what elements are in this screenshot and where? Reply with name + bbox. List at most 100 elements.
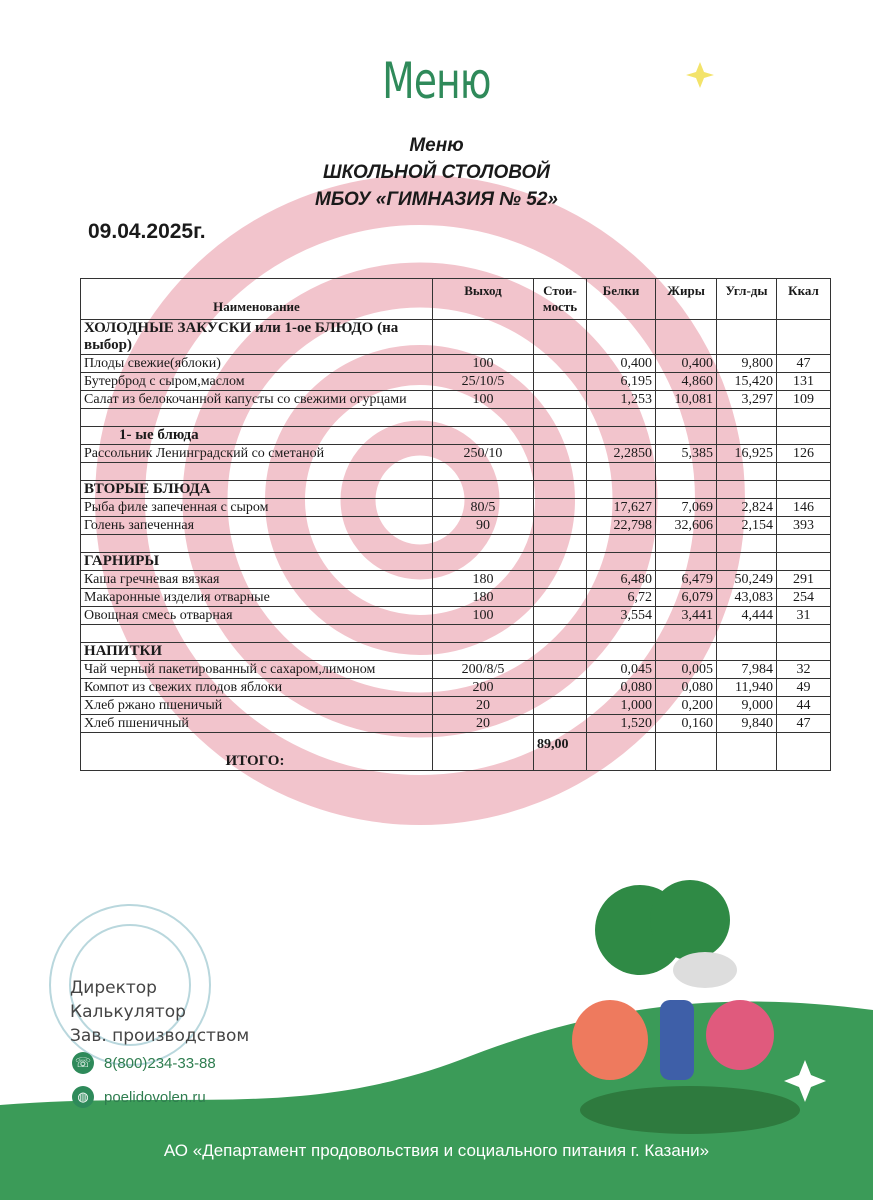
- empty-row: [80, 624, 831, 643]
- cell-c: 2,824: [716, 498, 777, 517]
- menu-table: Наименование Выход Стои-мость Белки Жиры Угл-…: [80, 278, 831, 771]
- cell-f: 0,160: [655, 714, 717, 733]
- section-row: ХОЛОДНЫЕ ЗАКУСКИ или 1-ое БЛЮДО (на выбо…: [80, 319, 831, 355]
- cell-f: 3,441: [655, 606, 717, 625]
- cell-cost: [533, 444, 587, 463]
- cell-cost: [533, 372, 587, 391]
- cell-out: 20: [432, 714, 534, 733]
- signature-roles: Директор Калькулятор Зав. производством: [70, 976, 249, 1048]
- role-production-head: Зав. производством: [70, 1026, 250, 1046]
- cell-b: 17,627: [586, 498, 656, 517]
- cell-cost: [533, 570, 587, 589]
- cell-f: 7,069: [655, 498, 717, 517]
- vegetable-characters-illustration: [572, 880, 800, 1134]
- cell-c: 2,154: [716, 516, 777, 535]
- column-header: Белки: [586, 278, 656, 320]
- cell-f: 10,081: [655, 390, 717, 409]
- table-row: Бутерброд с сыром,маслом 25/10/5 6,195 4,86…: [80, 372, 831, 391]
- cell-c: [716, 408, 777, 427]
- cell-name: Чай черный пакетированный с сахаром,лимо…: [80, 660, 433, 679]
- cell-name: Бутерброд с сыром,маслом: [80, 372, 433, 391]
- empty-cell: [716, 732, 777, 771]
- cell-out: 90: [432, 516, 534, 535]
- cell-name: ВТОРЫЕ БЛЮДА: [80, 480, 433, 499]
- cell-b: [586, 552, 656, 571]
- cell-b: 3,554: [586, 606, 656, 625]
- cell-k: [776, 426, 831, 445]
- cell-c: [716, 552, 777, 571]
- cell-k: 146: [776, 498, 831, 517]
- cell-k: 31: [776, 606, 831, 625]
- cell-out: [432, 408, 534, 427]
- cell-c: [716, 462, 777, 481]
- table-row: Макаронные изделия отварные 180 6,72 6,079 4…: [80, 588, 831, 607]
- cell-cost: [533, 660, 587, 679]
- empty-cell: [655, 732, 717, 771]
- cell-k: 109: [776, 390, 831, 409]
- empty-row: [80, 408, 831, 427]
- cell-c: 9,840: [716, 714, 777, 733]
- empty-cell: [776, 732, 831, 771]
- cell-out: 25/10/5: [432, 372, 534, 391]
- organization-name: АО «Департамент продовольствия и социаль…: [163, 1141, 710, 1160]
- cell-out: [432, 642, 534, 661]
- cell-k: [776, 534, 831, 553]
- green-wave: [0, 1001, 873, 1200]
- cell-k: 47: [776, 354, 831, 373]
- table-row: Компот из свежих плодов яблоки 200 0,080 0,…: [80, 678, 831, 697]
- cell-b: [586, 624, 656, 643]
- cell-out: 180: [432, 588, 534, 607]
- cell-c: 11,940: [716, 678, 777, 697]
- cell-cost: [533, 408, 587, 427]
- cell-f: 4,860: [655, 372, 717, 391]
- table-row: Хлеб ржано пшеничый 20 1,000 0,200 9,000 44: [80, 696, 831, 715]
- cell-k: [776, 480, 831, 499]
- cell-name: Рыба филе запеченная с сыром: [80, 498, 433, 517]
- cell-b: 22,798: [586, 516, 656, 535]
- column-header: Наименование: [80, 278, 433, 320]
- cell-c: 15,420: [716, 372, 777, 391]
- total-row: ИТОГО: 89,00: [80, 732, 831, 771]
- cell-cost: [533, 480, 587, 499]
- empty-row: [80, 462, 831, 481]
- phone-number: 8(800)234-33-88: [104, 1054, 216, 1072]
- empty-row: [80, 534, 831, 553]
- cell-cost: [533, 606, 587, 625]
- cell-c: 50,249: [716, 570, 777, 589]
- cell-k: 126: [776, 444, 831, 463]
- total-label: ИТОГО:: [80, 732, 433, 771]
- cell-out: 200/8/5: [432, 660, 534, 679]
- section-row: НАПИТКИ: [80, 642, 831, 661]
- cell-name: ГАРНИРЫ: [80, 552, 433, 571]
- cell-f: 0,080: [655, 678, 717, 697]
- cell-k: [776, 552, 831, 571]
- role-calculator: Калькулятор: [70, 1002, 186, 1022]
- cell-b: [586, 462, 656, 481]
- table-row: Овощная смесь отварная 100 3,554 3,441 4,444…: [80, 606, 831, 625]
- empty-cell: [432, 732, 534, 771]
- cell-out: [432, 426, 534, 445]
- cell-f: [655, 642, 717, 661]
- cell-name: Хлеб ржано пшеничый: [80, 696, 433, 715]
- cell-b: 6,480: [586, 570, 656, 589]
- cell-k: 32: [776, 660, 831, 679]
- table-row: Голень запеченная 90 22,798 32,606 2,154 393: [80, 516, 831, 535]
- website-link[interactable]: poelidovolen.ru: [104, 1088, 206, 1106]
- header-line-1: Меню: [409, 135, 464, 156]
- cell-out: 80/5: [432, 498, 534, 517]
- cell-cost: [533, 426, 587, 445]
- cell-c: [716, 534, 777, 553]
- cell-b: 1,520: [586, 714, 656, 733]
- header-line-3: МБОУ «ГИМНАЗИЯ № 52»: [315, 189, 558, 210]
- sparkle-icon: [686, 62, 714, 88]
- cell-f: 5,385: [655, 444, 717, 463]
- section-row: 1- ые блюда: [80, 426, 831, 445]
- cell-cost: [533, 462, 587, 481]
- cell-b: 0,045: [586, 660, 656, 679]
- total-cost: 89,00: [533, 732, 587, 771]
- cell-f: 6,079: [655, 588, 717, 607]
- cell-out: [432, 534, 534, 553]
- stamp: [49, 904, 211, 1066]
- cell-name: Рассольник Ленинградский со сметаной: [80, 444, 433, 463]
- phone-contact: ☏ 8(800)234-33-88: [72, 1052, 216, 1074]
